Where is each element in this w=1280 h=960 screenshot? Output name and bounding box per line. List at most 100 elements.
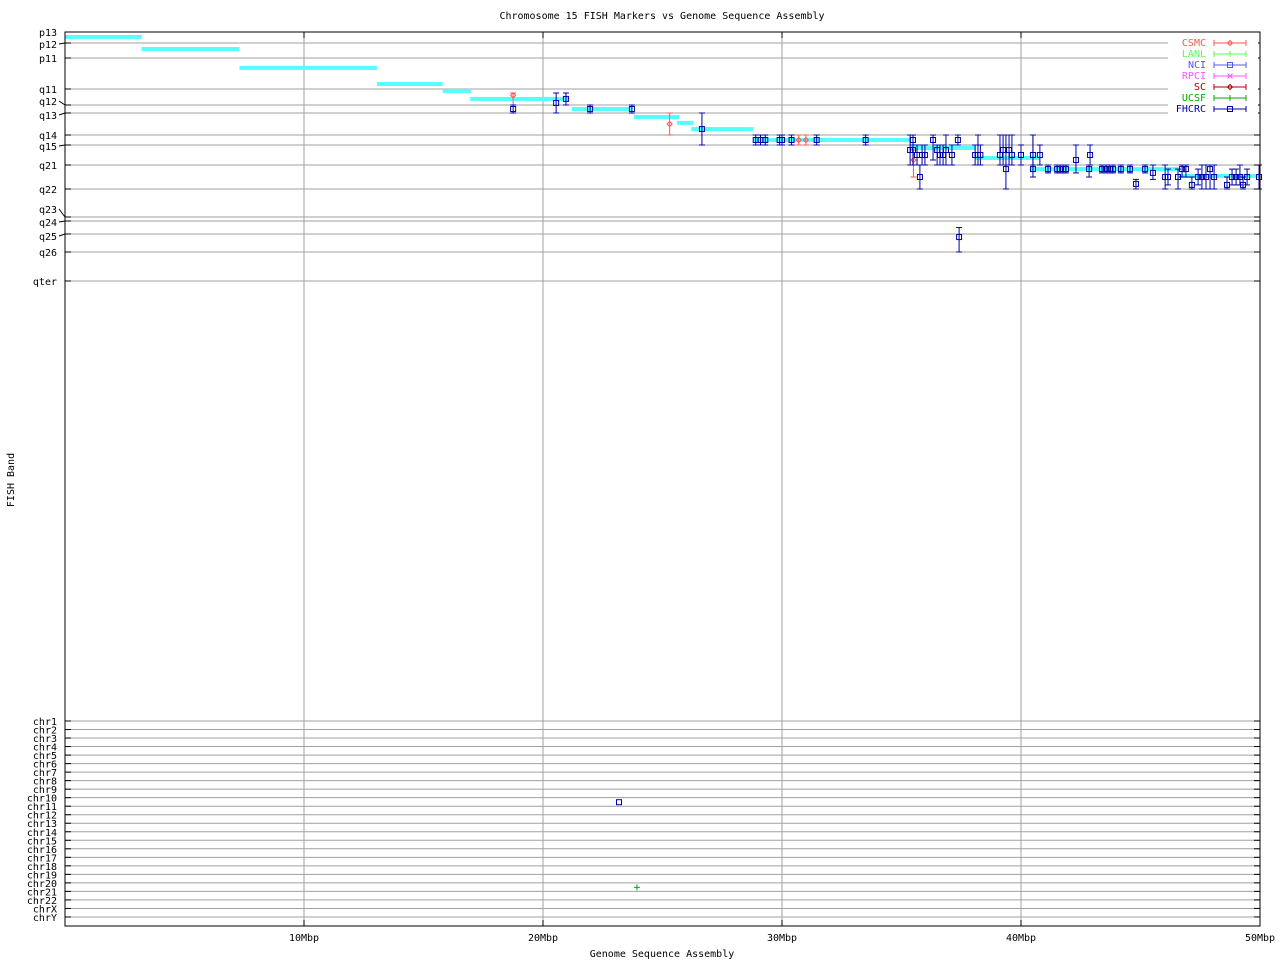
y-tick-label: chr2 [33, 726, 57, 737]
square-marker [1029, 152, 1036, 158]
assembly-segment [676, 120, 694, 125]
data-point-fhcrc [1240, 176, 1247, 190]
x-tick-label: 10Mbp [289, 933, 319, 944]
data-point-fhcrc [1198, 164, 1205, 190]
y-tick-label: p13 [39, 28, 57, 39]
y-tick-label: chr7 [33, 768, 57, 779]
assembly-segment [975, 156, 1041, 160]
data-point-fhcrc [936, 144, 943, 166]
square-marker [553, 100, 560, 106]
data-point-fhcrc [1142, 164, 1149, 174]
square-marker [1103, 166, 1110, 173]
assembly-segment [442, 88, 472, 93]
square-marker [1056, 166, 1063, 173]
y-tick-label: chr15 [27, 836, 57, 847]
y-label-leader [58, 112, 66, 116]
square-marker [1182, 166, 1189, 173]
square-marker [813, 137, 820, 143]
y-label-leader [58, 100, 66, 106]
square-marker [954, 137, 961, 143]
data-point-fhcrc [1233, 168, 1240, 186]
y-tick-label: chr22 [27, 896, 57, 907]
diamond-marker [666, 120, 673, 128]
y-tick-label: chr5 [33, 751, 57, 762]
y-tick-label: chr20 [27, 879, 57, 890]
x-axis-label: Genome Sequence Assembly [590, 949, 735, 960]
square-marker [1244, 174, 1251, 180]
data-point-fhcrc [779, 134, 785, 146]
plus-marker [1227, 51, 1233, 57]
data-point-fhcrc [788, 134, 795, 146]
square-marker [1045, 166, 1052, 173]
data-point-fhcrc [1062, 164, 1069, 174]
square-marker [1179, 166, 1186, 173]
legend-bg [1168, 81, 1258, 92]
square-marker [1227, 62, 1233, 68]
square-marker [862, 137, 869, 143]
chart-title: Chromosome 15 FISH Markers vs Genome Seq… [499, 11, 824, 22]
y-tick-label: chr14 [27, 828, 57, 839]
assembly-segment [376, 82, 443, 87]
data-point-fhcrc [1045, 164, 1052, 174]
data-point-fhcrc [762, 134, 769, 146]
square-marker [1062, 166, 1069, 173]
data-point-fhcrc [1000, 134, 1007, 166]
y-tick-label: q12 [39, 97, 57, 108]
assembly-segment [141, 47, 240, 51]
data-point-csmc [795, 134, 802, 146]
y-tick-label: qter [33, 277, 57, 288]
y-tick-label: q13 [39, 111, 57, 122]
data-point-fhcrc [862, 134, 869, 146]
data-point-fhcrc [930, 134, 937, 161]
legend-label: UCSF [1182, 93, 1206, 104]
data-point-fhcrc [1211, 164, 1218, 190]
data-point-fhcrc [1110, 164, 1117, 174]
data-point-fhcrc [954, 134, 961, 146]
data-point-fhcrc [996, 134, 1003, 166]
data-point-fhcrc [628, 104, 635, 114]
y-tick-label: chr10 [27, 794, 57, 805]
data-point-fhcrc [1087, 144, 1094, 166]
data-point-fhcrc [587, 104, 594, 114]
square-marker [1198, 174, 1205, 180]
square-marker [1256, 174, 1263, 180]
y-tick-label: p12 [39, 40, 57, 51]
data-points [509, 92, 1263, 891]
assembly-segment [470, 96, 570, 101]
square-marker [916, 174, 923, 180]
data-point-fhcrc [1006, 134, 1013, 166]
square-marker [1202, 174, 1209, 180]
plot-frame [64, 31, 1261, 927]
data-point-fhcrc [1182, 164, 1189, 178]
legend-label: RPCI [1182, 71, 1206, 82]
legend-bg [1168, 70, 1258, 81]
data-point-fhcrc [698, 112, 705, 146]
y-tick-label: q15 [39, 142, 57, 153]
x-tick-label: 20Mbp [528, 933, 558, 944]
square-marker [698, 126, 705, 133]
data-point-csmc [666, 112, 673, 136]
square-marker [948, 152, 955, 158]
y-tick-label: chrX [33, 904, 57, 915]
diamond-marker [509, 92, 517, 99]
data-point-fhcrc [1149, 164, 1156, 180]
square-marker [1188, 181, 1195, 188]
y-tick-label: chr17 [27, 853, 57, 864]
y-tick-label: q11 [39, 85, 57, 96]
square-marker [921, 152, 928, 158]
square-marker [788, 137, 795, 143]
data-point-fhcrc [1036, 144, 1043, 166]
data-point-fhcrc [510, 104, 517, 114]
legend-label: NCI [1188, 60, 1206, 71]
data-point-fhcrc [1002, 134, 1009, 190]
legend-label: SC [1194, 82, 1206, 93]
legend-label: LANL [1182, 49, 1206, 60]
y-tick-label: chr8 [33, 777, 57, 788]
square-marker [1087, 152, 1094, 158]
square-marker [1002, 166, 1009, 173]
y-tick-label: chr16 [27, 845, 57, 856]
data-point-fhcrc [1029, 134, 1036, 166]
assembly-segment [691, 127, 754, 132]
y-tick-label: chrY [33, 913, 57, 924]
legend-label: CSMC [1182, 38, 1206, 49]
